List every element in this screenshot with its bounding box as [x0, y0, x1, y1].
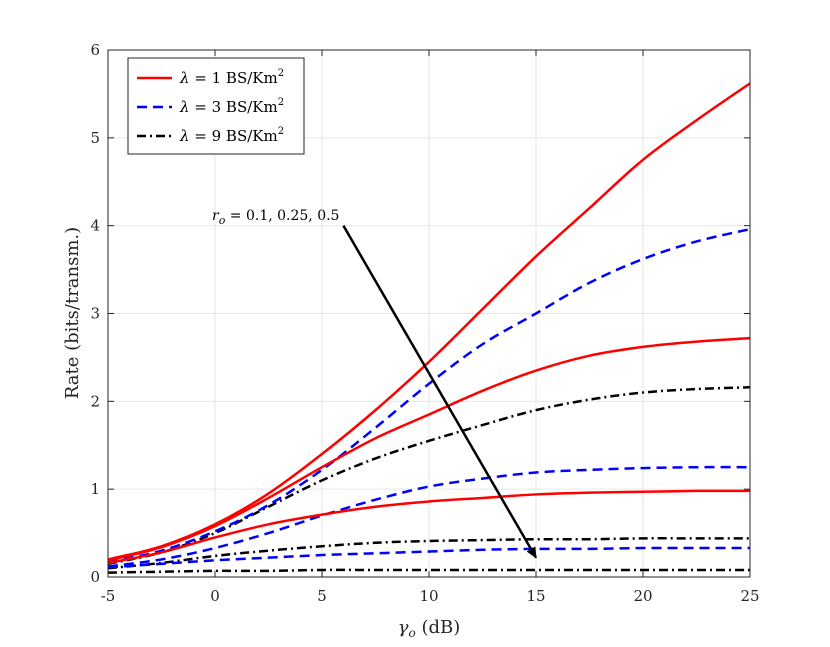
y-tick-label: 3	[90, 305, 100, 323]
series-line--3-ro-0.5	[107, 546, 750, 569]
x-tick-label: 15	[526, 587, 545, 605]
legend-text: = 9 BS/Km	[190, 127, 278, 145]
series-line--1-ro-0.5	[107, 489, 751, 565]
series-line--9-ro-0.25	[107, 537, 750, 570]
legend-text: = 3 BS/Km	[190, 98, 278, 116]
legend-symbol: λ	[179, 127, 190, 145]
annotation-arrow	[342, 225, 538, 559]
series-line--3-ro-0.1	[107, 227, 751, 564]
series-layer	[107, 82, 751, 574]
x-tick-label: 5	[317, 587, 327, 605]
legend-superscript: 2	[278, 126, 284, 137]
x-tick-label: 25	[740, 587, 759, 605]
legend-label-3: λ = 9 BS/Km2	[179, 126, 284, 145]
legend-symbol: λ	[179, 69, 190, 87]
series-line--9-ro-0.1	[107, 386, 751, 566]
legend-superscript: 2	[278, 97, 284, 108]
y-axis-label: Rate (bits/transm.)	[62, 227, 83, 399]
series-line--1-ro-0.1	[107, 82, 751, 561]
x-tick-label: 20	[633, 587, 652, 605]
x-tick-label: 0	[210, 587, 220, 605]
x-axis-label: γo (dB)	[398, 617, 461, 640]
legend-label-2: λ = 3 BS/Km2	[179, 97, 284, 116]
series-line--3-ro-0.25	[107, 465, 751, 568]
legend-superscript: 2	[278, 68, 284, 79]
legend-symbol: λ	[179, 98, 190, 116]
y-tick-label: 5	[90, 129, 100, 147]
y-tick-label: 2	[90, 392, 100, 410]
y-tick-label: 0	[90, 568, 100, 586]
annotation-label: ro = 0.1, 0.25, 0.5	[212, 208, 339, 227]
grid	[108, 50, 750, 577]
legend-label-1: λ = 1 BS/Km2	[179, 68, 284, 87]
y-tick-label: 1	[90, 480, 100, 498]
legend-text: = 1 BS/Km	[190, 69, 278, 87]
series-line--1-ro-0.25	[107, 336, 751, 562]
series-line--9-ro-0.5	[107, 568, 750, 574]
annotation: ro = 0.1, 0.25, 0.5	[212, 208, 538, 559]
x-tick-label: -5	[101, 587, 116, 605]
x-tick-label: 10	[419, 587, 438, 605]
y-tick-label: 4	[90, 217, 100, 235]
y-tick-label: 6	[90, 41, 100, 59]
